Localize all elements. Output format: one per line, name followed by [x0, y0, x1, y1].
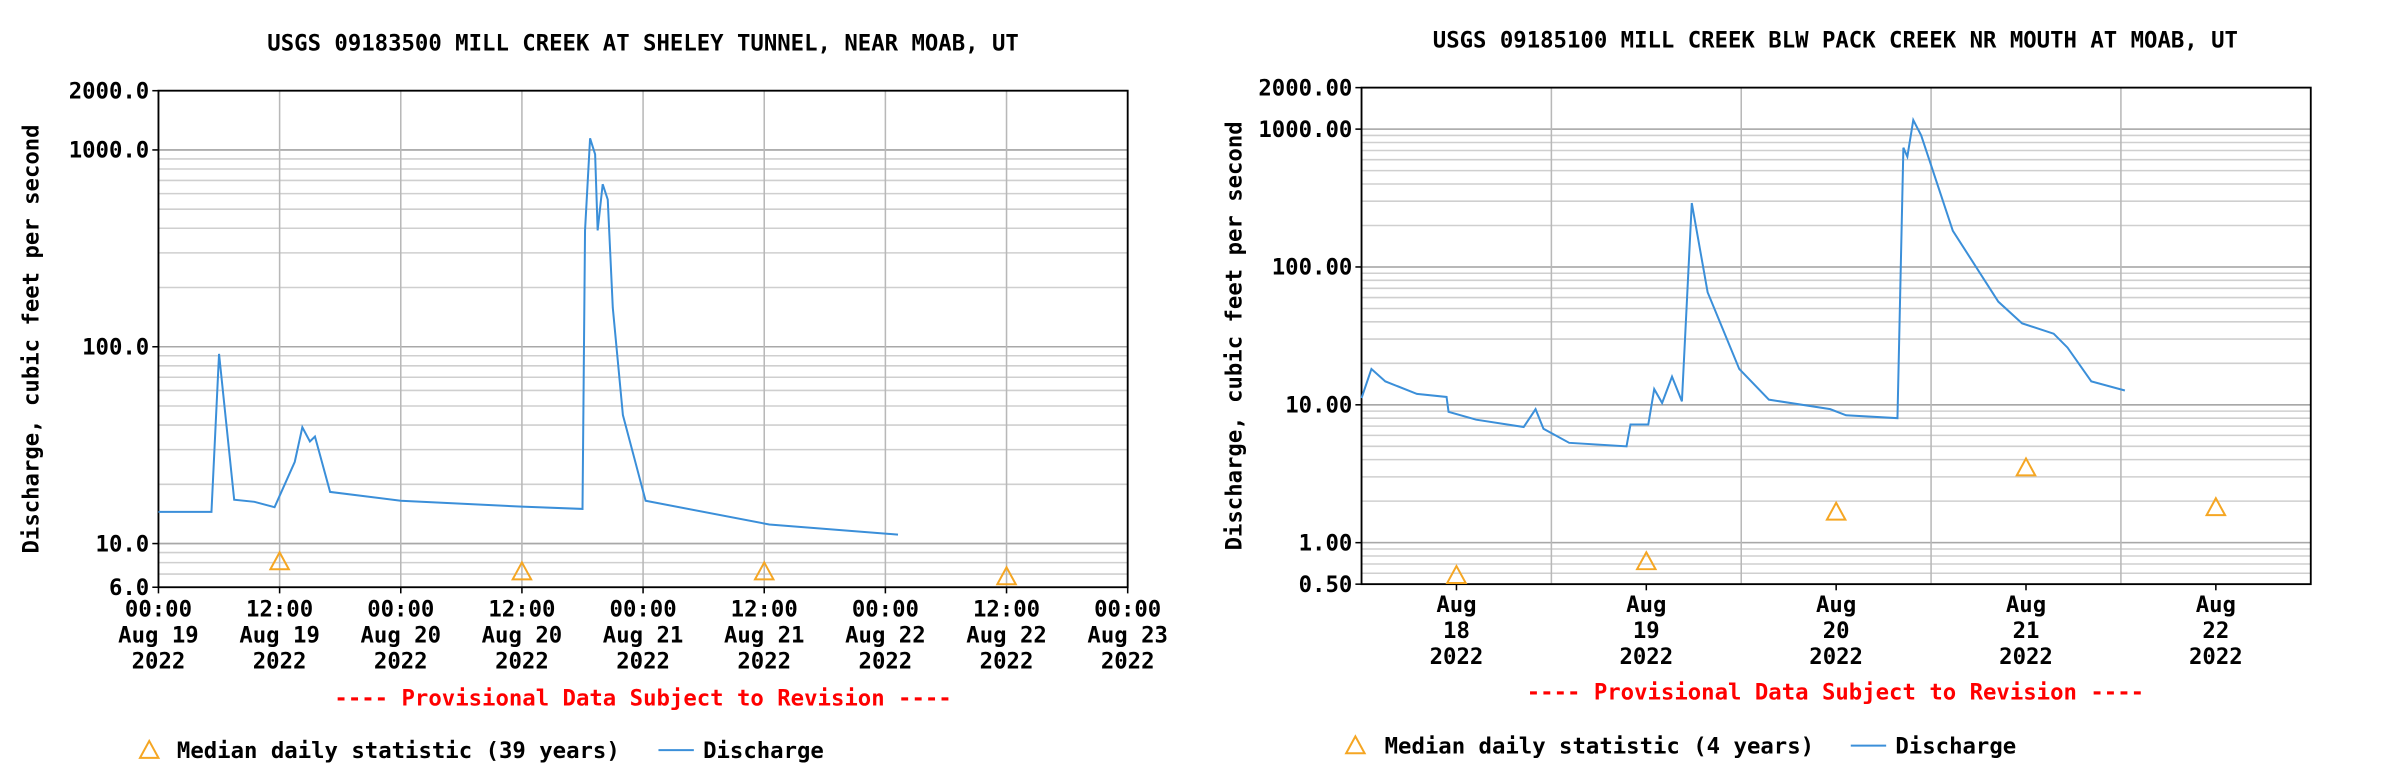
- x-tick-label: 12:00: [488, 596, 555, 622]
- y-axis-label: Discharge, cubic feet per second: [1222, 121, 1248, 550]
- x-tick-label: Aug: [2196, 592, 2236, 618]
- x-tick-label: Aug 20: [361, 623, 442, 649]
- triangle-marker: [2015, 456, 2037, 477]
- y-tick-label: 1000.0: [69, 138, 150, 164]
- y-tick-label: 1.00: [1299, 530, 1353, 556]
- y-tick-label: 100.0: [82, 334, 149, 360]
- x-tick-label: 00:00: [367, 596, 434, 622]
- x-tick-label: Aug 22: [966, 623, 1047, 649]
- plot-frame: [1360, 86, 2312, 586]
- triangle-marker: [268, 550, 291, 571]
- x-tick-label: 19: [1633, 618, 1660, 644]
- x-tick-label: 21: [2013, 618, 2040, 644]
- y-tick-label: 1000.00: [1258, 117, 1352, 143]
- triangle-marker: [511, 560, 533, 581]
- x-tick-label: 2022: [1430, 644, 1484, 670]
- x-tick-label: 2022: [2189, 644, 2243, 670]
- x-tick-label: 2022: [374, 649, 428, 675]
- y-axis-label: Discharge, cubic feet per second: [18, 124, 44, 553]
- plot-frame: [157, 89, 1129, 589]
- x-tick-label: 00:00: [1094, 596, 1161, 622]
- x-tick-label: 2022: [1619, 644, 1673, 670]
- discharge-line: [1360, 116, 2126, 448]
- y-tick-label: 2000.0: [69, 78, 150, 104]
- x-tick-label: Aug 21: [603, 623, 684, 649]
- triangle-marker: [138, 738, 161, 759]
- x-tick-label: 2022: [253, 649, 307, 675]
- x-tick-label: Aug 22: [845, 623, 926, 649]
- x-tick-label: 2022: [980, 649, 1034, 675]
- y-tick-label: 100.00: [1272, 255, 1353, 281]
- triangle-marker: [1635, 550, 1658, 571]
- triangle-marker: [2204, 496, 2227, 517]
- x-tick-label: 2022: [1101, 649, 1155, 675]
- x-tick-label: Aug: [2006, 592, 2046, 618]
- x-tick-label: Aug 19: [239, 623, 320, 649]
- x-tick-label: Aug 21: [724, 623, 805, 649]
- x-tick-label: Aug: [1626, 592, 1666, 618]
- triangle-marker: [1445, 563, 1468, 584]
- provisional-note: ---- Provisional Data Subject to Revisio…: [1527, 679, 2144, 705]
- x-tick-label: 2022: [737, 649, 791, 675]
- x-tick-label: 00:00: [610, 596, 677, 622]
- x-tick-label: 2022: [1999, 644, 2053, 670]
- x-tick-label: 2022: [616, 649, 670, 675]
- provisional-note: ---- Provisional Data Subject to Revisio…: [334, 686, 951, 712]
- x-tick-label: 00:00: [852, 596, 919, 622]
- chart-title: USGS 09185100 MILL CREEK BLW PACK CREEK …: [1433, 28, 2238, 54]
- x-tick-label: 2022: [1809, 644, 1863, 670]
- legend-label: Discharge: [703, 738, 824, 764]
- x-tick-label: 00:00: [125, 596, 192, 622]
- x-tick-label: Aug: [1816, 592, 1856, 618]
- x-tick-label: Aug 20: [482, 623, 563, 649]
- x-tick-label: 20: [1823, 618, 1850, 644]
- x-tick-label: 18: [1443, 618, 1470, 644]
- y-tick-label: 0.50: [1299, 572, 1353, 598]
- triangle-marker: [1825, 500, 1848, 521]
- x-tick-label: 22: [2202, 618, 2229, 644]
- legend-label: Median daily statistic (4 years): [1385, 733, 1814, 759]
- y-tick-label: 6.0: [109, 575, 149, 601]
- x-tick-label: 2022: [859, 649, 913, 675]
- triangle-marker: [753, 560, 776, 581]
- x-tick-label: Aug 19: [118, 623, 199, 649]
- legend-label: Discharge: [1895, 733, 2016, 759]
- x-tick-label: Aug: [1436, 592, 1476, 618]
- x-tick-label: 2022: [132, 649, 186, 675]
- y-tick-label: 10.0: [96, 531, 150, 557]
- x-tick-label: 12:00: [246, 596, 313, 622]
- triangle-marker: [1344, 734, 1367, 755]
- x-tick-label: Aug 23: [1087, 623, 1168, 649]
- y-tick-label: 10.00: [1285, 393, 1352, 419]
- triangle-marker: [995, 565, 1018, 586]
- y-tick-label: 2000.00: [1258, 75, 1352, 101]
- legend-label: Median daily statistic (39 years): [177, 738, 620, 764]
- chart-title: USGS 09183500 MILL CREEK AT SHELEY TUNNE…: [267, 31, 1019, 57]
- x-tick-label: 2022: [495, 649, 549, 675]
- discharge-line: [158, 137, 899, 536]
- x-tick-label: 12:00: [973, 596, 1040, 622]
- x-tick-label: 12:00: [731, 596, 798, 622]
